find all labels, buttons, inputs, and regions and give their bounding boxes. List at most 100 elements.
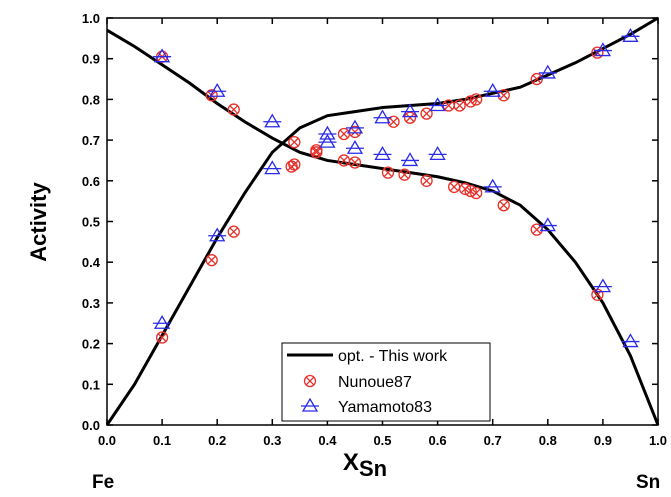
marker-triangle — [209, 82, 226, 97]
marker-triangle — [346, 139, 364, 154]
legend-label: opt. - This work — [338, 348, 448, 365]
marker-triangle — [209, 227, 226, 242]
marker-triangle — [401, 103, 419, 118]
marker-triangle — [153, 314, 171, 329]
data-point — [155, 331, 169, 344]
marker-triangle — [264, 113, 281, 128]
data-point — [373, 109, 392, 124]
x-tick-label: 1.0 — [649, 433, 667, 448]
data-point — [538, 64, 557, 79]
y-tick-label: 0.9 — [82, 52, 100, 67]
marker-circle — [381, 166, 395, 179]
x-tick-label: 0.1 — [153, 433, 171, 448]
data-point — [398, 168, 411, 181]
marker-cross — [422, 109, 431, 119]
legend: opt. - This work Nunoue87 Yamamoto83 — [281, 342, 491, 422]
marker-circle — [348, 125, 362, 139]
legend-marker — [303, 374, 317, 388]
marker-circle — [387, 115, 400, 128]
data-point — [420, 107, 433, 120]
marker-cross — [157, 333, 167, 342]
data-point — [483, 178, 502, 193]
data-point — [593, 42, 612, 57]
marker-cross — [422, 176, 431, 186]
marker-circle — [591, 46, 604, 59]
model-curve — [106, 28, 660, 426]
plot-frame — [106, 17, 659, 426]
data-point — [428, 146, 447, 160]
marker-cross — [312, 147, 321, 157]
marker-triangle — [374, 146, 391, 160]
x-tick-label: 0.8 — [539, 433, 557, 448]
marker-circle — [398, 168, 411, 181]
marker-circle — [458, 182, 472, 196]
data-point — [453, 99, 466, 112]
x-tick-label: 0.7 — [484, 433, 502, 448]
marker-cross — [207, 90, 217, 100]
marker-triangle — [346, 119, 364, 134]
annotation: Fe — [92, 472, 114, 493]
marker-triangle — [264, 160, 281, 175]
data-point — [318, 133, 337, 148]
marker-cross — [405, 113, 415, 123]
y-tick-label: 0.6 — [82, 174, 100, 189]
x-tick-label: 0.0 — [98, 433, 116, 448]
data-point — [227, 225, 240, 238]
marker-cross — [350, 127, 360, 137]
x-axis-title: XSn — [343, 449, 387, 481]
data-point — [310, 146, 323, 159]
marker-cross — [499, 200, 509, 210]
marker-cross — [499, 90, 509, 100]
data-point — [205, 89, 218, 102]
data-point — [428, 97, 447, 112]
marker-cross — [229, 227, 239, 237]
data-point — [621, 333, 640, 348]
data-point — [227, 103, 240, 116]
data-point — [288, 135, 301, 149]
data-point — [208, 82, 227, 97]
marker-triangle — [594, 42, 612, 57]
data-point — [263, 160, 282, 175]
data-point — [288, 158, 301, 171]
marker-circle — [464, 95, 477, 108]
marker-cross — [449, 182, 459, 192]
marker-circle — [227, 225, 240, 238]
y-tick-label: 1.0 — [82, 11, 100, 26]
marker-triangle — [539, 64, 556, 79]
data-point — [497, 89, 510, 102]
marker-circle — [288, 135, 301, 149]
data-point — [401, 103, 420, 118]
data-point — [345, 139, 364, 154]
data-point — [153, 48, 172, 63]
data-point — [403, 111, 417, 124]
y-tick-label: 0.3 — [82, 296, 100, 311]
y-tick-label: 0.5 — [82, 215, 100, 230]
data-point — [381, 166, 395, 179]
data-point — [318, 125, 337, 140]
legend-marker — [301, 397, 319, 412]
data-point — [483, 82, 502, 97]
data-point — [530, 223, 543, 236]
x-tick-label: 0.3 — [263, 433, 281, 448]
data-point — [497, 199, 510, 212]
data-point — [153, 314, 172, 329]
data-point — [447, 180, 461, 194]
marker-circle — [155, 331, 169, 344]
y-tick-label: 0.1 — [82, 377, 100, 392]
data-point — [530, 72, 543, 86]
marker-circle — [530, 72, 543, 86]
marker-triangle — [429, 146, 446, 160]
marker-triangle — [319, 133, 336, 148]
data-point — [470, 93, 483, 106]
data-point — [621, 28, 640, 42]
data-point — [387, 115, 400, 128]
marker-circle — [288, 158, 301, 171]
x-tick-label: 0.6 — [429, 433, 447, 448]
marker-circle — [303, 374, 317, 388]
marker-cross — [289, 160, 299, 169]
x-axis-title-sub: Sn — [359, 456, 387, 481]
y-tick-label: 0.4 — [82, 255, 101, 270]
marker-cross — [339, 129, 349, 139]
marker-cross — [305, 376, 315, 386]
